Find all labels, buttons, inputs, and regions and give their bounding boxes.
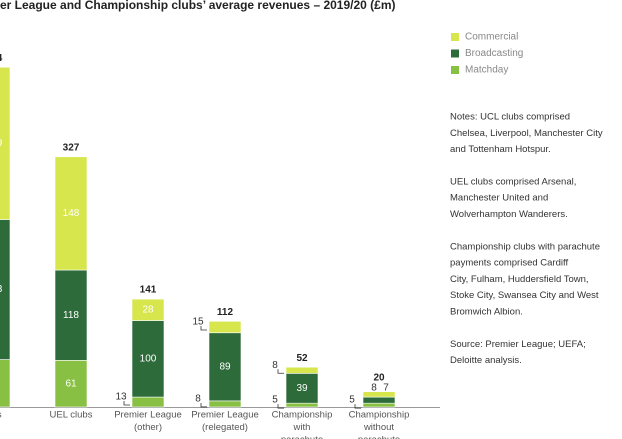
value-label: 199	[0, 138, 3, 149]
x-tick-label: Championship	[272, 410, 333, 421]
x-tick-label: Premier League	[114, 410, 182, 421]
value-label: 5	[349, 395, 355, 406]
note-line: Deloitte analysis.	[450, 355, 522, 366]
bar-segment	[285, 373, 319, 404]
label-bracket	[354, 404, 361, 409]
value-label: 15	[192, 317, 204, 328]
x-tick-label: (other)	[134, 422, 162, 433]
note-line: payments comprised Cardiff	[450, 258, 568, 269]
x-tick-label: without	[363, 422, 394, 433]
x-tick-label: Championship	[349, 410, 410, 421]
bar-segment	[0, 359, 11, 408]
label-bracket	[277, 369, 284, 374]
value-label: 8	[195, 394, 201, 405]
x-tick-label: with	[293, 422, 311, 433]
total-label: 20	[373, 372, 385, 383]
value-label: 61	[65, 378, 77, 389]
legend-swatch	[451, 66, 459, 74]
value-label: 89	[219, 361, 231, 372]
value-label: 8	[371, 382, 377, 393]
value-label: 100	[140, 353, 157, 364]
value-label: 183	[0, 284, 3, 295]
x-tick-label: ubs	[0, 410, 2, 421]
value-label: 8	[272, 360, 278, 371]
x-tick-label: UEL clubs	[50, 410, 93, 421]
bar-segment	[0, 219, 11, 360]
bar-segment	[362, 391, 396, 398]
bar-segment	[131, 396, 165, 408]
bar-segment	[131, 298, 165, 321]
bar-segment	[54, 360, 88, 408]
bar-segment	[0, 66, 11, 220]
note-line: Manchester United and	[450, 193, 548, 204]
legend-swatch	[451, 49, 459, 58]
bar-segment	[285, 366, 319, 374]
x-tick-label: Premier League	[191, 410, 259, 421]
legend-swatch	[451, 33, 459, 41]
note-line: Source: Premier League; UEFA;	[450, 339, 586, 350]
value-label: 5	[272, 395, 278, 406]
note-line: Championship clubs with parachute	[450, 241, 600, 252]
note-line: Bromwich Albion.	[450, 307, 523, 318]
note-line: Chelsea, Liverpool, Manchester City	[450, 128, 603, 139]
value-label: 7	[383, 382, 389, 393]
bar-segment	[208, 320, 242, 334]
value-label: 39	[296, 383, 308, 394]
label-bracket	[200, 402, 207, 408]
x-tick-label: parachute	[358, 435, 400, 439]
bar-segment	[54, 156, 88, 271]
legend-label: Matchday	[465, 65, 508, 76]
x-tick-label: parachute	[281, 435, 323, 439]
x-tick-label: (relegated)	[202, 422, 248, 433]
total-label: 52	[296, 353, 308, 364]
total-label: 141	[140, 285, 157, 296]
note-line: UEL clubs comprised Arsenal,	[450, 176, 576, 187]
note-line: and Tottenham Hotspur.	[450, 144, 551, 155]
note-line: Stoke City, Swansea City and West	[450, 290, 599, 301]
bar-segment	[362, 402, 396, 408]
label-bracket	[277, 404, 284, 409]
value-label: 148	[63, 208, 80, 219]
value-label: 118	[63, 310, 79, 321]
total-label: 327	[63, 142, 80, 153]
legend-label: Broadcasting	[465, 48, 523, 59]
note-line: Wolverhampton Wanderers.	[450, 209, 568, 220]
bar-segment	[362, 396, 396, 404]
bar-segment	[131, 320, 165, 398]
value-label: 28	[142, 304, 154, 315]
value-label: 13	[115, 392, 127, 403]
label-bracket	[123, 401, 130, 406]
note-line: City, Fulham, Huddersfield Town,	[450, 274, 589, 285]
total-label: 444	[0, 53, 3, 64]
chart-title: er League and Championship clubs’ averag…	[0, 0, 396, 12]
bar-segment	[285, 402, 319, 408]
bar-segment	[208, 400, 242, 408]
total-label: 112	[217, 307, 234, 318]
label-bracket	[200, 326, 207, 331]
legend-label: Commercial	[465, 32, 518, 43]
note-line: Notes: UCL clubs comprised	[450, 112, 570, 123]
bar-segment	[208, 332, 242, 402]
